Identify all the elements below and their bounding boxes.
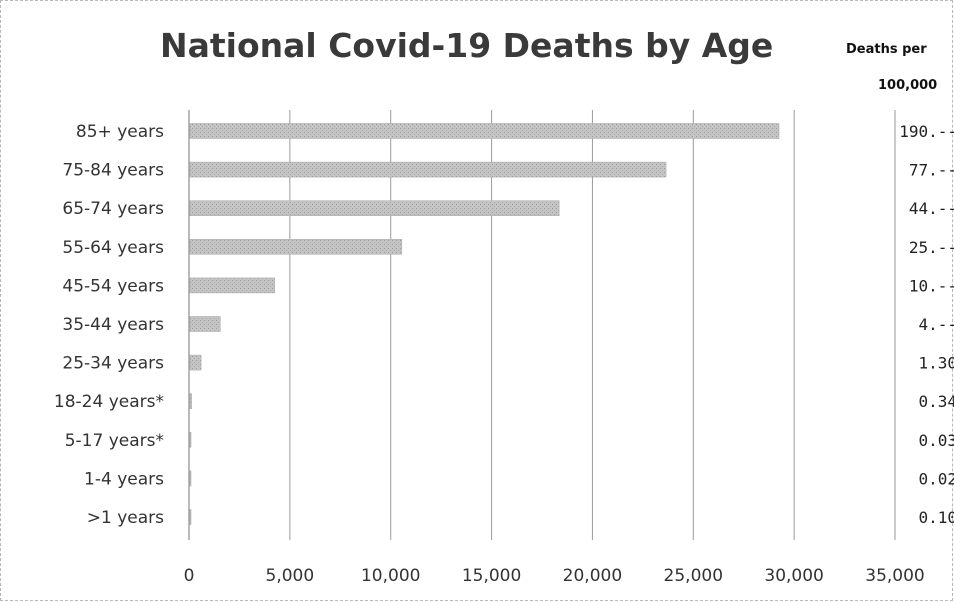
x-tick-label: 10,000 [361, 566, 420, 586]
category-label: 45-54 years [62, 276, 164, 296]
bar [189, 470, 192, 487]
chart-title: National Covid-19 Deaths by Age [160, 26, 774, 65]
bar [189, 431, 192, 448]
category-label: 5-17 years* [65, 431, 164, 451]
bar [189, 200, 560, 216]
category-label: 25-34 years [62, 354, 164, 374]
category-label: 55-64 years [62, 238, 164, 258]
bar [189, 277, 276, 294]
category-label: >1 years [87, 508, 164, 528]
rate-value: 1.30 [918, 354, 954, 373]
x-tick-label: 25,000 [664, 566, 723, 586]
rate-header-line2: 100,000 [878, 78, 938, 93]
rate-value: 0.34 [918, 392, 954, 411]
rate-value: 0.02 [918, 469, 954, 488]
category-label: 1-4 years [84, 469, 164, 489]
bar [189, 316, 221, 332]
category-label: 85+ years [76, 122, 164, 142]
rate-value: 0.03 [918, 431, 954, 450]
rate-value: 4.-- [918, 315, 954, 334]
bar [189, 239, 403, 255]
rate-value: 44.-- [909, 199, 954, 218]
rate-value: 0.10 [918, 508, 954, 527]
category-label: 65-74 years [62, 199, 164, 219]
rate-value: 77.-- [909, 161, 954, 180]
bar [189, 509, 192, 525]
rate-value: 10.-- [909, 276, 954, 295]
x-tick-label: 30,000 [764, 566, 823, 586]
bar [189, 123, 780, 139]
category-label: 18-24 years* [54, 392, 164, 412]
category-label: 75-84 years [62, 161, 164, 181]
rate-value: 25.-- [909, 238, 954, 257]
x-tick-label: 5,000 [266, 566, 315, 586]
rate-value: 190.-- [899, 122, 954, 141]
bar [189, 393, 192, 410]
rate-header-line1: Deaths per [846, 42, 927, 57]
x-tick-label: 35,000 [865, 566, 924, 586]
bar [189, 161, 667, 178]
x-tick-label: 0 [184, 566, 195, 586]
x-tick-label: 20,000 [563, 566, 622, 586]
x-tick-label: 15,000 [462, 566, 521, 586]
category-label: 35-44 years [62, 315, 164, 335]
bar [189, 354, 202, 371]
